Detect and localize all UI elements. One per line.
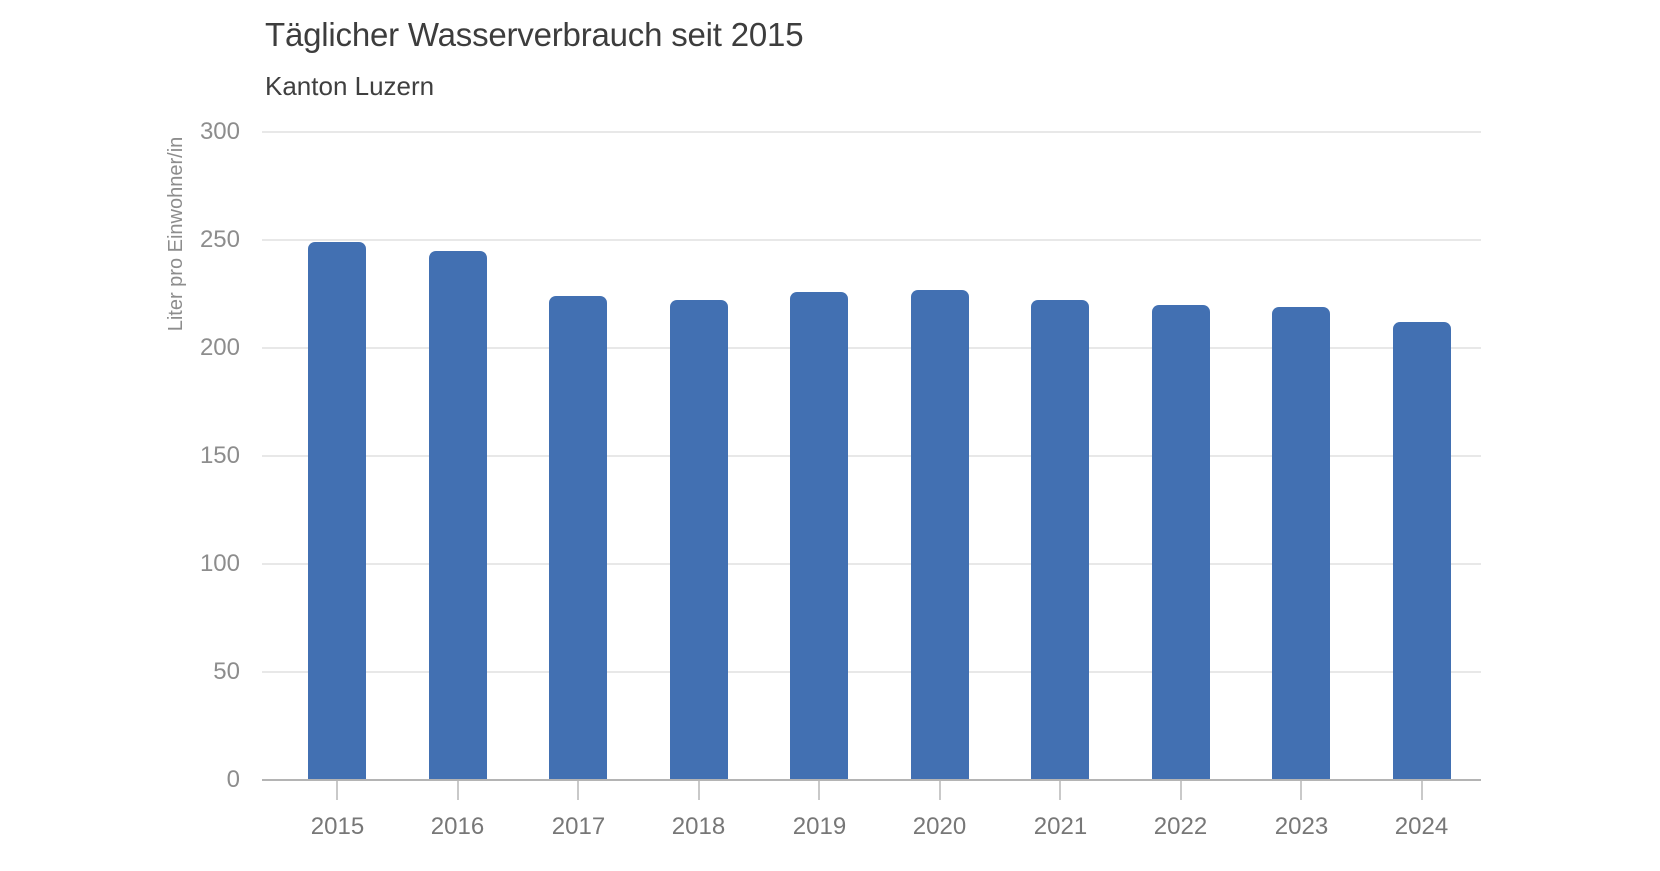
bar-2018[interactable] (670, 300, 728, 780)
x-tick-label-2022: 2022 (1153, 813, 1208, 840)
gridline-100 (262, 563, 1481, 565)
y-tick-label-250: 250 (199, 226, 240, 253)
x-tick-2018 (698, 780, 700, 800)
x-tick-label-2021: 2021 (1033, 813, 1088, 840)
bar-2015[interactable] (308, 242, 366, 780)
x-tick-2015 (336, 780, 338, 800)
x-tick-2024 (1421, 780, 1423, 800)
y-tick-label-150: 150 (199, 442, 240, 469)
gridline-250 (262, 239, 1481, 241)
x-tick-2017 (577, 780, 579, 800)
bar-2019[interactable] (790, 292, 848, 780)
bar-2023[interactable] (1272, 307, 1330, 780)
bar-2020[interactable] (911, 290, 969, 780)
x-tick-label-2019: 2019 (792, 813, 847, 840)
x-tick-label-2017: 2017 (551, 813, 606, 840)
x-tick-2022 (1180, 780, 1182, 800)
y-tick-label-0: 0 (226, 766, 240, 793)
y-tick-label-100: 100 (199, 550, 240, 577)
gridline-300 (262, 131, 1481, 133)
x-tick-2016 (457, 780, 459, 800)
y-tick-label-300: 300 (199, 118, 240, 145)
x-tick-label-2016: 2016 (430, 813, 485, 840)
y-tick-label-50: 50 (213, 658, 240, 685)
chart-subtitle: Kanton Luzern (265, 71, 435, 101)
y-tick-label-200: 200 (199, 334, 240, 361)
bar-2017[interactable] (549, 296, 607, 780)
gridline-50 (262, 671, 1481, 673)
x-tick-2021 (1059, 780, 1061, 800)
x-tick-label-2018: 2018 (671, 813, 726, 840)
x-tick-2020 (939, 780, 941, 800)
x-tick-label-2015: 2015 (310, 813, 365, 840)
x-tick-label-2024: 2024 (1394, 813, 1449, 840)
bar-2022[interactable] (1152, 305, 1210, 780)
gridline-200 (262, 347, 1481, 349)
x-tick-label-2023: 2023 (1274, 813, 1329, 840)
x-tick-2023 (1300, 780, 1302, 800)
bar-2016[interactable] (429, 251, 487, 780)
x-tick-label-2020: 2020 (912, 813, 967, 840)
x-axis-line (262, 779, 1481, 781)
chart-title: Täglicher Wasserverbrauch seit 2015 (265, 16, 804, 53)
x-tick-2019 (818, 780, 820, 800)
gridline-150 (262, 455, 1481, 457)
bar-2021[interactable] (1031, 300, 1089, 780)
bar-2024[interactable] (1393, 322, 1451, 780)
